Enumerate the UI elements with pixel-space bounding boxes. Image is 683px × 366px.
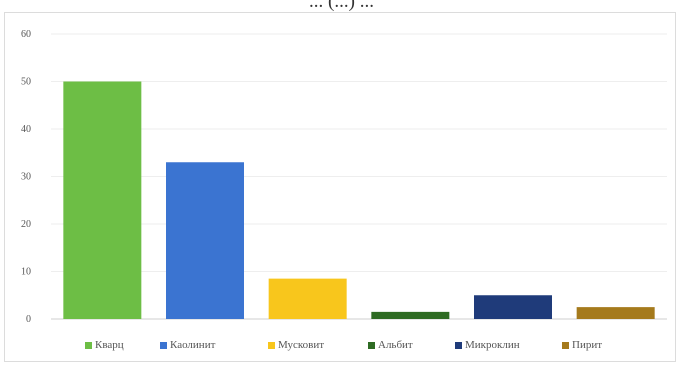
- y-axis-ticks: 0 10 20 30 40 50 60: [21, 29, 31, 325]
- legend-label: Мусковит: [278, 339, 324, 351]
- legend-label: Кварц: [95, 339, 124, 351]
- legend-label: Микроклин: [465, 339, 520, 351]
- y-tick-label: 10: [21, 267, 31, 278]
- legend-swatch: [85, 342, 92, 349]
- y-tick-label: 0: [26, 314, 31, 325]
- bar: [268, 278, 347, 319]
- y-tick-label: 30: [21, 172, 31, 183]
- chart-frame: 0 10 20 30 40 50 60 Кварц Каолинит Мусковит Альби…: [4, 12, 676, 362]
- bar: [576, 307, 655, 319]
- bar: [166, 162, 244, 319]
- legend-swatch: [268, 342, 275, 349]
- bars: [63, 81, 655, 319]
- y-tick-label: 20: [21, 219, 31, 230]
- bar: [371, 311, 450, 319]
- legend-swatch: [562, 342, 569, 349]
- bar: [474, 295, 552, 319]
- chart-caption-fragment: ... (...) ...: [309, 0, 374, 12]
- legend-label: Альбит: [378, 339, 413, 351]
- gridlines: [51, 33, 667, 320]
- legend-swatch: [455, 342, 462, 349]
- legend-swatch: [368, 342, 375, 349]
- legend: Кварц Каолинит Мусковит Альбит Микроклин Пири…: [85, 339, 602, 351]
- legend-label: Пирит: [572, 339, 602, 351]
- legend-label: Каолинит: [170, 339, 216, 351]
- bar-chart: 0 10 20 30 40 50 60 Кварц Каолинит Мусковит Альби…: [21, 29, 667, 351]
- y-tick-label: 50: [21, 77, 31, 88]
- y-tick-label: 60: [21, 29, 31, 40]
- bar: [63, 81, 142, 319]
- y-tick-label: 40: [21, 124, 31, 135]
- legend-swatch: [160, 342, 167, 349]
